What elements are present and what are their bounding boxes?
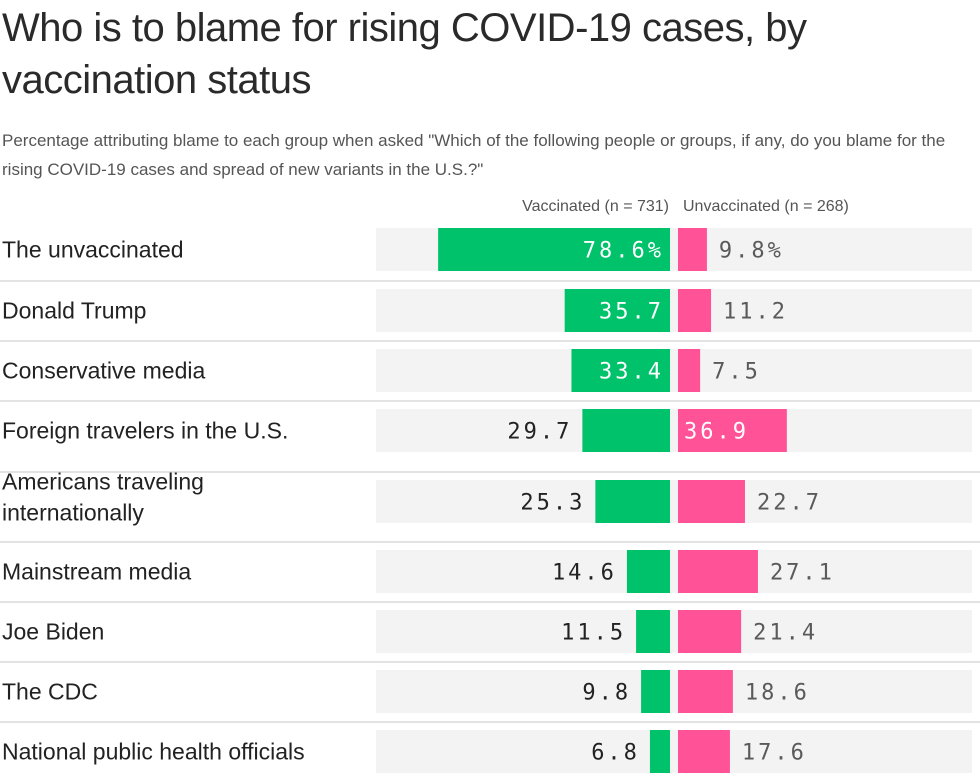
- category-label: Conservative media: [2, 358, 205, 384]
- unvaccinated-bar: [678, 480, 745, 523]
- unvaccinated-value-label: 36.9: [684, 420, 749, 445]
- unvaccinated-bar: [678, 289, 712, 332]
- vaccinated-value-label: 9.8: [582, 681, 631, 706]
- category-label: The CDC: [2, 679, 98, 705]
- unvaccinated-value-label: 9.8%: [719, 239, 784, 264]
- unvaccinated-value-label: 11.2: [723, 300, 788, 325]
- row-divider: [0, 340, 980, 342]
- vaccinated-bar: [641, 670, 670, 713]
- row-divider: [0, 541, 980, 543]
- unvaccinated-value-label: 18.6: [745, 681, 810, 706]
- vaccinated-bar: [582, 409, 670, 452]
- row-divider: [0, 601, 980, 603]
- unvaccinated-bar: [678, 228, 707, 271]
- bar-track: [376, 730, 972, 773]
- unvaccinated-value-label: 17.6: [742, 741, 807, 766]
- vaccinated-value-label: 6.8: [591, 741, 640, 766]
- category-label: National public health officials: [2, 739, 305, 765]
- vaccinated-bar: [636, 610, 670, 653]
- category-label: Americans traveling internationally: [2, 469, 204, 526]
- bar-track: [376, 480, 972, 523]
- chart-title: Who is to blame for rising COVID-19 case…: [2, 6, 807, 102]
- category-label: The unvaccinated: [2, 237, 184, 263]
- vaccinated-bar: [595, 480, 670, 523]
- unvaccinated-bar: [678, 730, 730, 773]
- row-divider: [0, 721, 980, 723]
- vaccinated-value-label: 33.4: [599, 360, 664, 385]
- legend-unvaccinated: Unvaccinated (n = 268): [683, 198, 849, 215]
- row-divider: [0, 661, 980, 663]
- vaccinated-value-label: 78.6%: [583, 239, 664, 264]
- bar-track: [376, 610, 972, 653]
- row-divider: [0, 400, 980, 402]
- vaccinated-bar: [564, 289, 670, 332]
- vaccinated-value-label: 14.6: [552, 561, 617, 586]
- bar-track: [376, 349, 972, 392]
- category-label: Donald Trump: [2, 298, 146, 324]
- unvaccinated-bar: [678, 409, 787, 452]
- category-label: Foreign travelers in the U.S.: [2, 418, 288, 444]
- chart-subtitle: Percentage attributing blame to each gro…: [2, 131, 946, 179]
- unvaccinated-value-label: 7.5: [712, 360, 761, 385]
- row-divider: [0, 471, 980, 473]
- vaccinated-value-label: 29.7: [507, 420, 572, 445]
- vaccinated-value-label: 11.5: [561, 621, 626, 646]
- vaccinated-bar: [571, 349, 670, 392]
- bar-track: [376, 289, 972, 332]
- bar-track: [376, 670, 972, 713]
- category-label: Joe Biden: [2, 619, 104, 645]
- vaccinated-bar: [438, 228, 670, 271]
- vaccinated-bar: [649, 730, 670, 773]
- category-label: Mainstream media: [2, 559, 191, 585]
- row-divider: [0, 280, 980, 282]
- unvaccinated-value-label: 22.7: [757, 491, 822, 516]
- vaccinated-value-label: 25.3: [520, 491, 585, 516]
- unvaccinated-bar: [678, 550, 758, 593]
- unvaccinated-value-label: 27.1: [770, 561, 835, 586]
- unvaccinated-value-label: 21.4: [753, 621, 818, 646]
- legend-vaccinated: Vaccinated (n = 731): [522, 198, 669, 215]
- vaccinated-bar: [626, 550, 670, 593]
- vaccinated-value-label: 35.7: [599, 300, 664, 325]
- unvaccinated-bar: [678, 610, 742, 653]
- unvaccinated-bar: [678, 349, 701, 392]
- unvaccinated-bar: [678, 670, 733, 713]
- bar-track: [376, 550, 972, 593]
- bar-track: [376, 409, 972, 452]
